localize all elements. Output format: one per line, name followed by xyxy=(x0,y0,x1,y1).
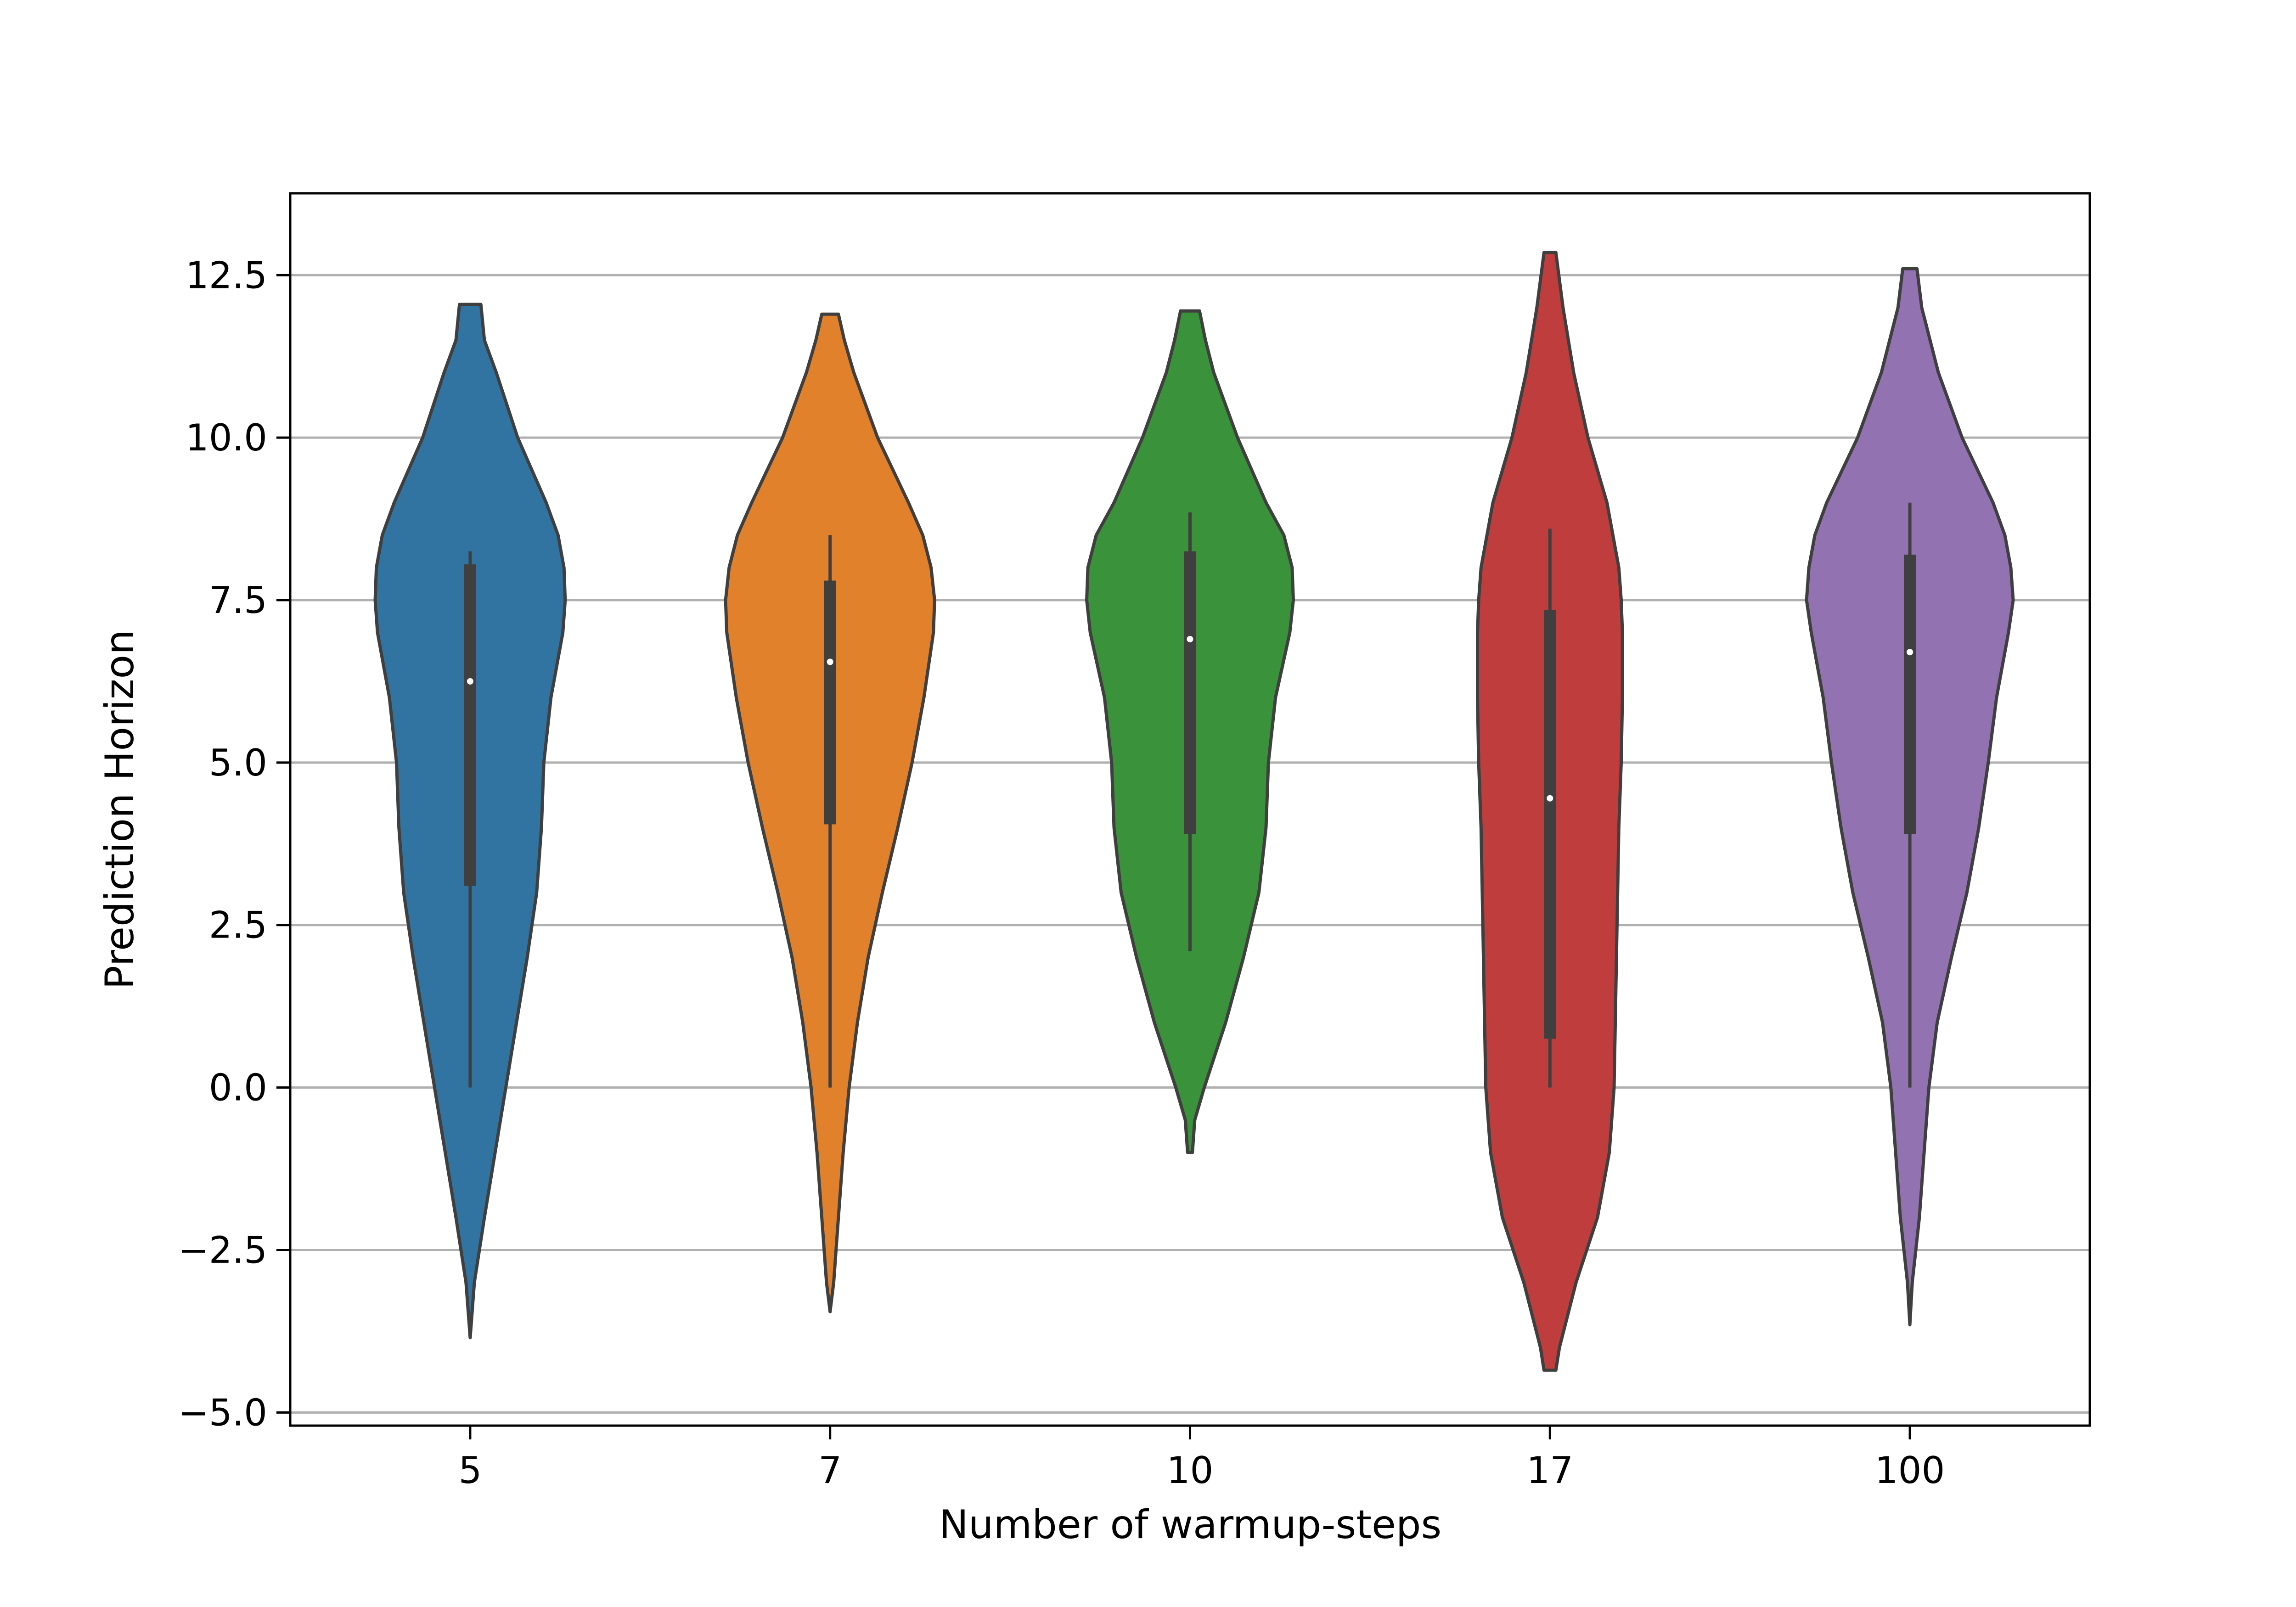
violin-median xyxy=(1907,649,1913,656)
violin-iqr-box xyxy=(1544,610,1556,1039)
x-tick-labels: 5 7 10 17 100 xyxy=(458,1426,1945,1492)
violin-5 xyxy=(373,303,567,1339)
violin-iqr-box xyxy=(824,580,836,825)
violin-median xyxy=(1547,795,1553,802)
y-tick-label: −2.5 xyxy=(178,1229,267,1271)
x-tick-label: 7 xyxy=(818,1449,842,1492)
x-tick-label: 5 xyxy=(458,1449,482,1492)
y-tick-label: 5.0 xyxy=(209,742,267,784)
violin-median xyxy=(1187,635,1193,642)
y-tick-label: 7.5 xyxy=(209,579,267,622)
x-tick-label: 17 xyxy=(1526,1449,1573,1492)
violin-median xyxy=(827,658,833,665)
x-tick-label: 10 xyxy=(1167,1449,1214,1492)
y-tick-label: 12.5 xyxy=(186,254,267,297)
violin-iqr-box xyxy=(464,564,476,886)
violin-iqr-box xyxy=(1904,554,1916,834)
violin-10 xyxy=(1085,309,1295,1154)
y-tick-label: 2.5 xyxy=(209,904,267,947)
x-tick-label: 100 xyxy=(1875,1449,1945,1492)
violin-median xyxy=(467,678,473,685)
violin-iqr-box xyxy=(1184,551,1196,834)
x-axis-label: Number of warmup-steps xyxy=(939,1502,1442,1548)
violin-7 xyxy=(724,312,936,1314)
y-tick-label: 10.0 xyxy=(186,416,267,459)
violin-17 xyxy=(1476,251,1624,1372)
y-axis-label: Prediction Horizon xyxy=(97,629,143,989)
y-tick-label: 0.0 xyxy=(209,1067,267,1109)
y-tick-label: −5.0 xyxy=(178,1391,267,1434)
violin-100 xyxy=(1805,267,2015,1326)
violins xyxy=(373,251,2015,1372)
y-tick-labels: −5.0 −2.5 0.0 2.5 5.0 7.5 10.0 12.5 xyxy=(178,254,290,1434)
